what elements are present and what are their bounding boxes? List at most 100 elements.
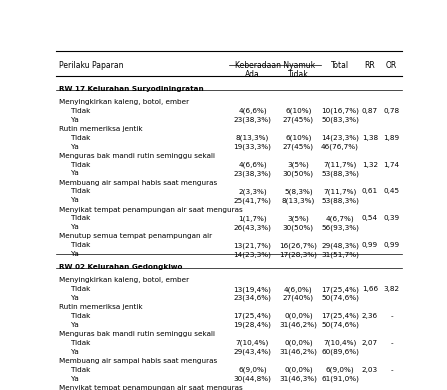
Text: 4(6,6%): 4(6,6%)	[238, 161, 267, 168]
Text: Ya: Ya	[72, 349, 79, 355]
Text: 0(0,0%): 0(0,0%)	[284, 367, 313, 373]
Text: 4(6,0%): 4(6,0%)	[284, 286, 313, 292]
Text: 23(38,3%): 23(38,3%)	[233, 170, 271, 177]
Text: Total: Total	[331, 61, 349, 70]
Text: 0,45: 0,45	[384, 188, 400, 195]
Text: Tidak: Tidak	[72, 135, 91, 141]
Text: 53(88,3%): 53(88,3%)	[321, 170, 359, 177]
Text: 23(34,6%): 23(34,6%)	[233, 295, 271, 301]
Text: Membuang air sampai habis saat menguras: Membuang air sampai habis saat menguras	[59, 358, 217, 364]
Text: 1,38: 1,38	[362, 135, 378, 141]
Text: 25(41,7%): 25(41,7%)	[233, 197, 271, 204]
Text: 29(43,4%): 29(43,4%)	[233, 349, 271, 355]
Text: Menutup semua tempat penampungan air: Menutup semua tempat penampungan air	[59, 234, 212, 239]
Text: Tidak: Tidak	[72, 367, 91, 373]
Text: 6(10%): 6(10%)	[285, 108, 312, 114]
Text: OR: OR	[386, 61, 397, 70]
Text: Tidak: Tidak	[72, 188, 91, 195]
Text: 50(74,6%): 50(74,6%)	[321, 322, 359, 328]
Text: Ya: Ya	[72, 295, 79, 301]
Text: Tidak: Tidak	[288, 70, 309, 79]
Text: Ya: Ya	[72, 224, 79, 230]
Text: RW 17 Kelurahan Suryodiningratan: RW 17 Kelurahan Suryodiningratan	[59, 86, 203, 92]
Text: 31(46,2%): 31(46,2%)	[279, 322, 317, 328]
Text: 30(44,8%): 30(44,8%)	[233, 376, 271, 382]
Text: 2(3,3%): 2(3,3%)	[238, 188, 267, 195]
Text: Ya: Ya	[72, 251, 79, 257]
Text: Perilaku Paparan: Perilaku Paparan	[59, 61, 124, 70]
Text: 16(26,7%): 16(26,7%)	[279, 242, 317, 249]
Text: 2,07: 2,07	[362, 340, 378, 346]
Text: Keberadaan Nyamuk: Keberadaan Nyamuk	[235, 61, 315, 70]
Text: 23(38,3%): 23(38,3%)	[233, 117, 271, 123]
Text: -: -	[390, 340, 393, 346]
Text: 3(5%): 3(5%)	[287, 161, 309, 168]
Text: Menguras bak mandi rutin seminggu sekali: Menguras bak mandi rutin seminggu sekali	[59, 153, 215, 159]
Text: 13(21,7%): 13(21,7%)	[233, 242, 271, 249]
Text: Menyikat tempat penampungan air saat menguras: Menyikat tempat penampungan air saat men…	[59, 385, 242, 390]
Text: Menyingkirkan kaleng, botol, ember: Menyingkirkan kaleng, botol, ember	[59, 277, 189, 283]
Text: Tidak: Tidak	[72, 340, 91, 346]
Text: 3,82: 3,82	[384, 286, 400, 292]
Text: 0,54: 0,54	[362, 215, 378, 222]
Text: 7(10,4%): 7(10,4%)	[323, 340, 357, 346]
Text: 31(46,3%): 31(46,3%)	[279, 376, 317, 382]
Text: Tidak: Tidak	[72, 286, 91, 292]
Text: 26(43,3%): 26(43,3%)	[233, 224, 271, 231]
Text: Ya: Ya	[72, 322, 79, 328]
Text: 53(88,3%): 53(88,3%)	[321, 197, 359, 204]
Text: 19(33,3%): 19(33,3%)	[233, 144, 271, 150]
Text: 17(25,4%): 17(25,4%)	[321, 286, 359, 292]
Text: Menyikat tempat penampungan air saat menguras: Menyikat tempat penampungan air saat men…	[59, 207, 242, 213]
Text: 0,99: 0,99	[384, 242, 400, 248]
Text: Tidak: Tidak	[72, 161, 91, 168]
Text: 14(23,3%): 14(23,3%)	[321, 135, 359, 141]
Text: 17(28,3%): 17(28,3%)	[279, 251, 317, 258]
Text: 50(74,6%): 50(74,6%)	[321, 295, 359, 301]
Text: 14(23,3%): 14(23,3%)	[233, 251, 271, 258]
Text: Ada: Ada	[245, 70, 260, 79]
Text: 17(25,4%): 17(25,4%)	[321, 313, 359, 319]
Text: 1,89: 1,89	[384, 135, 400, 141]
Text: 0,78: 0,78	[384, 108, 400, 114]
Text: Menguras bak mandi rutin seminggu sekali: Menguras bak mandi rutin seminggu sekali	[59, 331, 215, 337]
Text: 7(10,4%): 7(10,4%)	[236, 340, 269, 346]
Text: 6(9,0%): 6(9,0%)	[238, 367, 267, 373]
Text: 6(9,0%): 6(9,0%)	[325, 367, 354, 373]
Text: Ya: Ya	[72, 197, 79, 203]
Text: 56(93,3%): 56(93,3%)	[321, 224, 359, 231]
Text: Ya: Ya	[72, 170, 79, 176]
Text: 1,32: 1,32	[362, 161, 378, 168]
Text: 1,74: 1,74	[384, 161, 400, 168]
Text: RW 02 Kelurahan Gedongkiwo: RW 02 Kelurahan Gedongkiwo	[59, 264, 182, 270]
Text: Rutin memeriksa jentik: Rutin memeriksa jentik	[59, 126, 142, 132]
Text: Ya: Ya	[72, 144, 79, 149]
Text: 7(11,7%): 7(11,7%)	[323, 161, 357, 168]
Text: 1(1,7%): 1(1,7%)	[238, 215, 267, 222]
Text: 3(5%): 3(5%)	[287, 215, 309, 222]
Text: 30(50%): 30(50%)	[283, 170, 314, 177]
Text: Tidak: Tidak	[72, 242, 91, 248]
Text: RR: RR	[365, 61, 375, 70]
Text: Menyingkirkan kaleng, botol, ember: Menyingkirkan kaleng, botol, ember	[59, 99, 189, 105]
Text: 10(16,7%): 10(16,7%)	[321, 108, 359, 114]
Text: 7(11,7%): 7(11,7%)	[323, 188, 357, 195]
Text: 13(19,4%): 13(19,4%)	[233, 286, 271, 292]
Text: 27(45%): 27(45%)	[283, 144, 314, 150]
Text: 31(51,7%): 31(51,7%)	[321, 251, 359, 258]
Text: 17(25,4%): 17(25,4%)	[233, 313, 271, 319]
Text: 1,66: 1,66	[362, 286, 378, 292]
Text: 5(8,3%): 5(8,3%)	[284, 188, 313, 195]
Text: Membuang air sampai habis saat menguras: Membuang air sampai habis saat menguras	[59, 180, 217, 186]
Text: Tidak: Tidak	[72, 313, 91, 319]
Text: 4(6,7%): 4(6,7%)	[325, 215, 354, 222]
Text: 8(13,3%): 8(13,3%)	[282, 197, 315, 204]
Text: 4(6,6%): 4(6,6%)	[238, 108, 267, 114]
Text: Ya: Ya	[72, 376, 79, 382]
Text: 2,03: 2,03	[362, 367, 378, 373]
Text: 31(46,2%): 31(46,2%)	[279, 349, 317, 355]
Text: 0,61: 0,61	[362, 188, 378, 195]
Text: 0(0,0%): 0(0,0%)	[284, 340, 313, 346]
Text: Ya: Ya	[72, 117, 79, 122]
Text: 50(83,3%): 50(83,3%)	[321, 117, 359, 123]
